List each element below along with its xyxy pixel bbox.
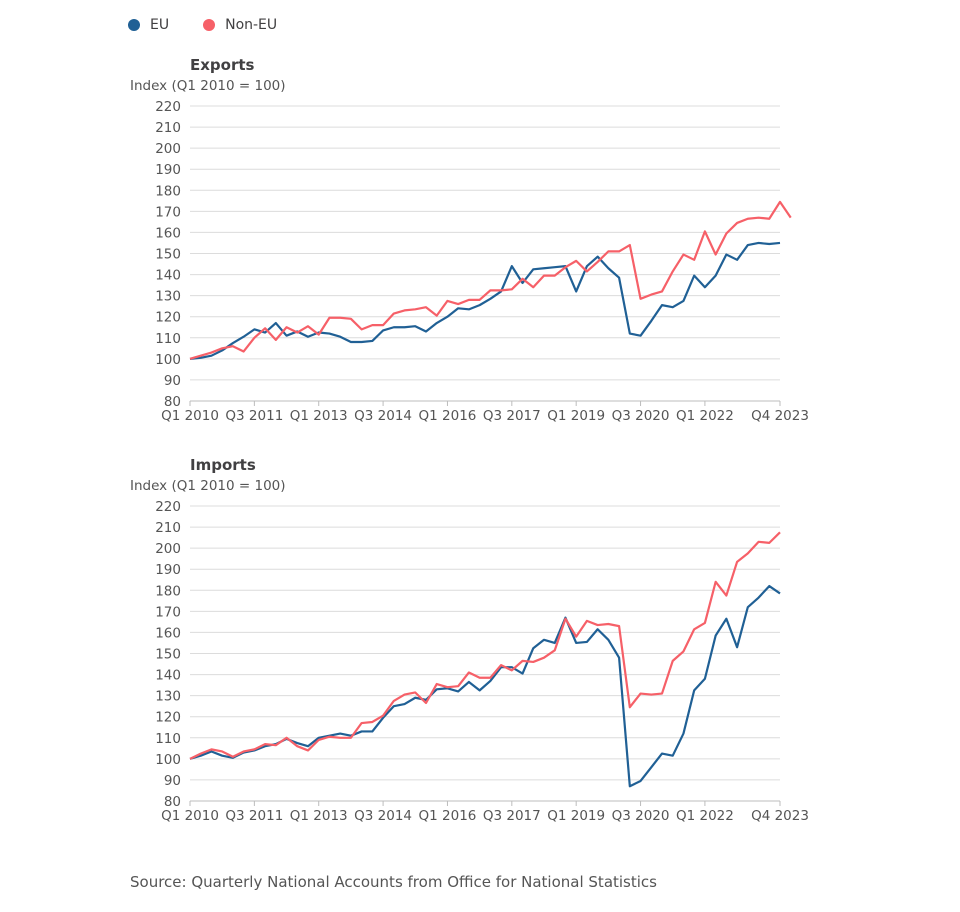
exports-y-tick-label: 150 [155, 247, 181, 263]
legend-swatch-non-eu [203, 19, 216, 31]
exports-x-tick-label: Q3 2017 [483, 408, 541, 424]
exports-x-tick-label: Q3 2014 [354, 408, 412, 424]
legend-item-non-eu[interactable]: Non-EU [203, 17, 277, 33]
imports-x-tick-label: Q1 2010 [161, 808, 219, 824]
legend-label-eu: EU [150, 17, 170, 33]
imports-y-tick-label: 120 [155, 710, 181, 726]
exports-y-tick-label: 120 [155, 310, 181, 326]
exports-y-tick-label: 200 [155, 141, 181, 157]
legend-label-non-eu: Non-EU [225, 17, 278, 33]
exports-y-tick-label: 210 [155, 120, 181, 136]
exports-y-tick-label: 170 [155, 204, 181, 220]
imports-y-tick-label: 180 [155, 583, 181, 599]
imports-y-tick-label: 140 [155, 668, 181, 684]
imports-x-tick-label: Q1 2022 [676, 808, 734, 824]
exports-y-tick-label: 130 [155, 289, 181, 305]
exports-y-tick-label: 220 [155, 99, 181, 115]
exports-y-tick-label: 100 [155, 352, 181, 368]
imports-x-tick-label: Q1 2019 [547, 808, 605, 824]
imports-y-tick-label: 170 [155, 604, 181, 620]
imports-line-chart: 80 90 100 110 120 130 140 150 160 170 180 190 200 210… [155, 499, 809, 824]
exports-x-tick-label: Q1 2010 [161, 408, 219, 424]
exports-chart-title: Exports [190, 56, 255, 74]
exports-y-tick-label: 90 [164, 373, 181, 389]
legend-item-eu[interactable]: EU [128, 17, 169, 33]
imports-y-tick-label: 100 [155, 752, 181, 768]
imports-y-axis-label: Index (Q1 2010 = 100) [130, 478, 286, 494]
exports-x-tick-label: Q1 2013 [290, 408, 348, 424]
imports-y-tick-label: 220 [155, 499, 181, 515]
exports-y-tick-label: 80 [164, 394, 181, 410]
exports-x-tick-label: Q1 2019 [547, 408, 605, 424]
exports-y-tick-label: 140 [155, 268, 181, 284]
exports-y-axis-label: Index (Q1 2010 = 100) [130, 78, 286, 94]
imports-y-tick-label: 80 [164, 794, 181, 810]
exports-y-tick-label: 160 [155, 225, 181, 241]
imports-x-tick-label: Q3 2020 [612, 808, 670, 824]
exports-line-chart: 80 90 100 110 120 130 140 150 160 170 180 190 200 210… [155, 99, 809, 424]
imports-y-tick-label: 160 [155, 625, 181, 641]
imports-y-tick-label: 130 [155, 689, 181, 705]
imports-x-tick-label: Q3 2017 [483, 808, 541, 824]
imports-y-tick-label: 190 [155, 562, 181, 578]
imports-chart-title: Imports [190, 456, 256, 474]
exports-x-tick-label: Q3 2020 [612, 408, 670, 424]
imports-x-tick-label: Q4 2023 [751, 808, 809, 824]
imports-series-line-non-eu[interactable] [189, 531, 781, 760]
imports-y-tick-label: 200 [155, 541, 181, 557]
exports-x-tick-label: Q1 2016 [419, 408, 477, 424]
legend-swatch-eu [128, 19, 140, 31]
imports-x-tick-label: Q3 2011 [225, 808, 283, 824]
exports-x-tick-label: Q4 2023 [751, 408, 809, 424]
exports-y-tick-label: 110 [155, 331, 181, 347]
exports-y-tick-label: 190 [155, 162, 181, 178]
imports-x-tick-label: Q1 2013 [290, 808, 348, 824]
imports-y-tick-label: 150 [155, 647, 181, 663]
exports-series-line-eu[interactable] [189, 241, 781, 360]
imports-x-tick-label: Q3 2014 [354, 808, 412, 824]
chart-legend: EU Non-EU [128, 17, 277, 33]
imports-y-tick-label: 110 [155, 731, 181, 747]
exports-x-tick-label: Q1 2022 [676, 408, 734, 424]
exports-y-tick-label: 180 [155, 183, 181, 199]
imports-x-tick-label: Q1 2016 [419, 808, 477, 824]
imports-y-tick-label: 210 [155, 520, 181, 536]
exports-x-tick-label: Q3 2011 [225, 408, 283, 424]
imports-series-line-eu[interactable] [189, 584, 781, 788]
imports-y-tick-label: 90 [164, 773, 181, 789]
exports-series-line-non-eu[interactable] [189, 200, 792, 360]
source-note: Source: Quarterly National Accounts from… [130, 873, 657, 891]
